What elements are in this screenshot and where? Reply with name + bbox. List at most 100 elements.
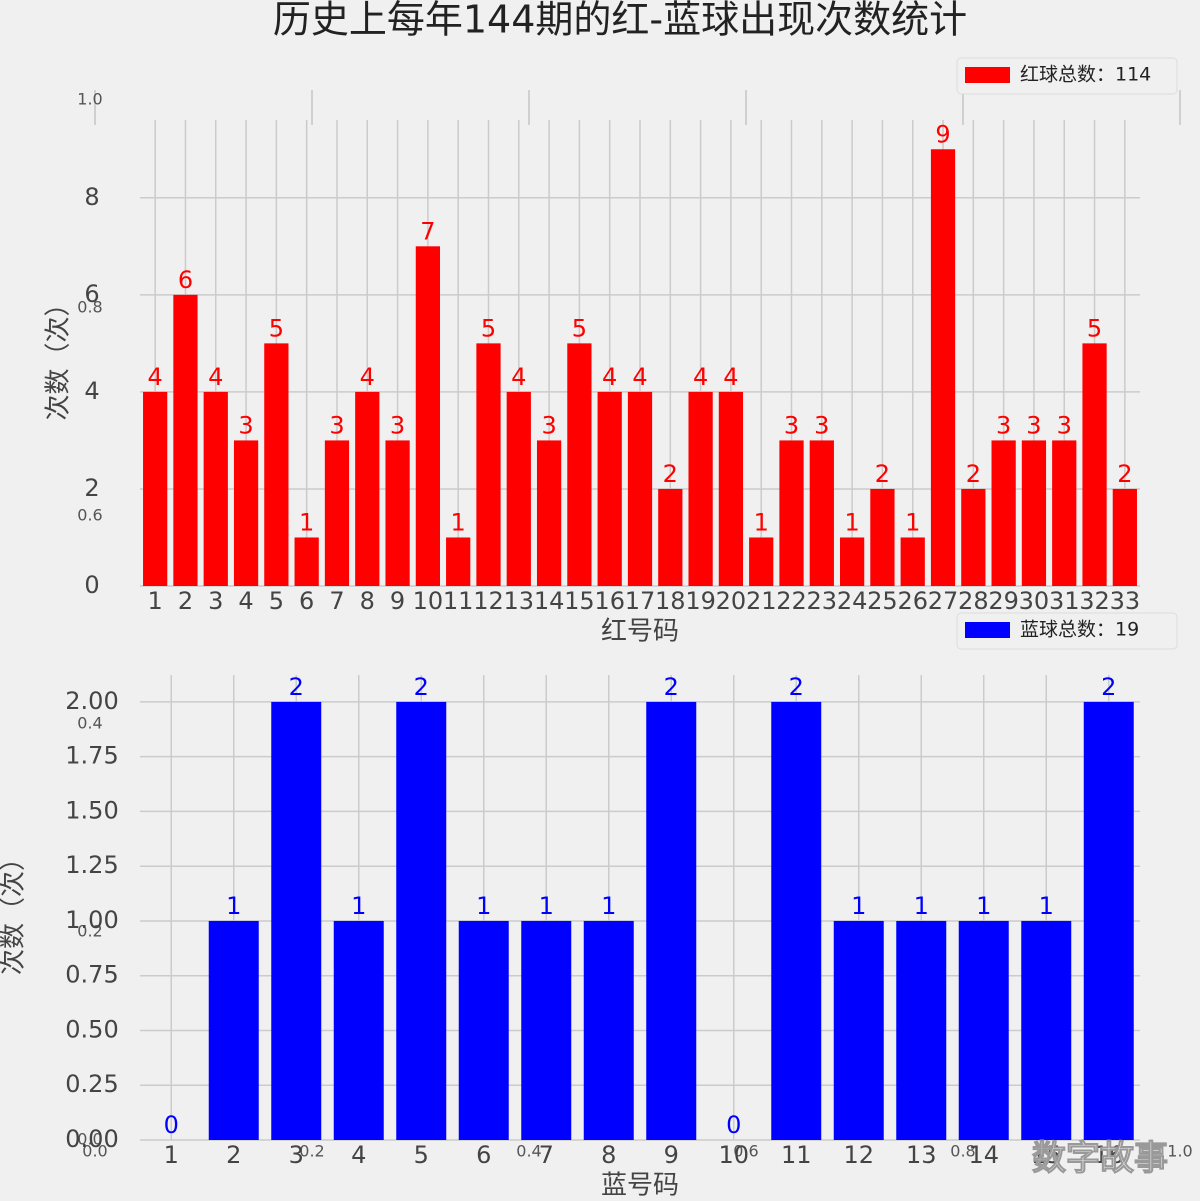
data-label: 5 bbox=[572, 314, 587, 342]
bar bbox=[958, 920, 1009, 1140]
data-label: 5 bbox=[481, 314, 496, 342]
data-label: 7 bbox=[420, 217, 435, 245]
bar bbox=[1112, 488, 1137, 586]
ghost-x-tick-label: 0.8 bbox=[950, 1142, 975, 1161]
bar bbox=[627, 391, 653, 586]
x-tick-label: 13 bbox=[504, 587, 535, 615]
bar bbox=[333, 920, 384, 1140]
x-tick-label: 5 bbox=[414, 1141, 429, 1169]
bar bbox=[930, 149, 956, 586]
legend-swatch bbox=[965, 67, 1010, 83]
x-tick-label: 9 bbox=[390, 587, 405, 615]
bar bbox=[1052, 440, 1077, 586]
data-label: 1 bbox=[451, 508, 466, 536]
y-tick-label: 0.50 bbox=[65, 1015, 118, 1043]
x-tick-label: 19 bbox=[685, 587, 716, 615]
bar bbox=[583, 920, 634, 1140]
x-tick-label: 30 bbox=[1019, 587, 1050, 615]
x-tick-label: 6 bbox=[299, 587, 314, 615]
x-tick-label: 10 bbox=[718, 1141, 749, 1169]
y-tick-label: 1.25 bbox=[65, 851, 118, 879]
bar bbox=[658, 488, 683, 586]
bar bbox=[355, 391, 380, 586]
x-tick-label: 29 bbox=[988, 587, 1019, 615]
data-label: 3 bbox=[238, 411, 253, 439]
y-tick-label: 2 bbox=[84, 474, 99, 502]
data-label: 2 bbox=[1101, 673, 1116, 701]
data-label: 1 bbox=[226, 892, 241, 920]
bar bbox=[1083, 701, 1134, 1140]
x-tick-label: 3 bbox=[208, 587, 223, 615]
data-label: 3 bbox=[814, 411, 829, 439]
bar bbox=[1082, 343, 1107, 586]
bar bbox=[396, 701, 447, 1140]
data-label: 2 bbox=[663, 460, 678, 488]
data-label: 1 bbox=[976, 892, 991, 920]
bar bbox=[271, 701, 322, 1140]
data-label: 2 bbox=[789, 673, 804, 701]
y-tick-label: 0 bbox=[84, 571, 99, 599]
y-tick-label: 0.25 bbox=[65, 1070, 118, 1098]
x-tick-label: 4 bbox=[351, 1141, 366, 1169]
bar bbox=[567, 343, 592, 586]
data-label: 2 bbox=[1117, 460, 1132, 488]
data-label: 0 bbox=[164, 1111, 179, 1139]
data-label: 4 bbox=[511, 363, 526, 391]
bar bbox=[446, 537, 471, 586]
data-label: 1 bbox=[844, 508, 859, 536]
x-tick-label: 15 bbox=[564, 587, 595, 615]
x-tick-label: 13 bbox=[906, 1141, 937, 1169]
x-tick-label: 32 bbox=[1079, 587, 1110, 615]
bar bbox=[833, 920, 884, 1140]
bar bbox=[476, 343, 501, 586]
x-tick-label: 16 bbox=[1093, 1141, 1124, 1169]
x-tick-label: 26 bbox=[897, 587, 928, 615]
bar bbox=[233, 440, 259, 586]
x-tick-label: 11 bbox=[781, 1141, 812, 1169]
data-label: 4 bbox=[632, 363, 647, 391]
bar bbox=[521, 920, 572, 1140]
data-label: 4 bbox=[602, 363, 617, 391]
data-label: 4 bbox=[723, 363, 738, 391]
legend-label: 蓝球总数：19 bbox=[1020, 619, 1139, 641]
bar bbox=[385, 440, 410, 586]
x-tick-label: 33 bbox=[1110, 587, 1141, 615]
data-label: 2 bbox=[289, 673, 304, 701]
bar bbox=[1021, 440, 1047, 586]
y-tick-label: 4 bbox=[84, 377, 99, 405]
data-label: 3 bbox=[1026, 411, 1041, 439]
data-label: 1 bbox=[351, 892, 366, 920]
x-tick-label: 23 bbox=[807, 587, 838, 615]
data-label: 2 bbox=[875, 460, 890, 488]
legend-box bbox=[956, 57, 1178, 95]
data-label: 2 bbox=[664, 673, 679, 701]
ghost-y-tick-label: 0.0 bbox=[77, 1130, 102, 1149]
data-label: 5 bbox=[1087, 314, 1102, 342]
x-tick-label: 27 bbox=[928, 587, 959, 615]
y-tick-label: 0.75 bbox=[65, 961, 118, 989]
data-label: 1 bbox=[539, 892, 554, 920]
bar bbox=[870, 488, 895, 586]
data-label: 1 bbox=[476, 892, 491, 920]
legend-swatch bbox=[965, 622, 1010, 638]
x-tick-label: 25 bbox=[867, 587, 898, 615]
x-tick-label: 31 bbox=[1049, 587, 1080, 615]
bar bbox=[896, 920, 947, 1140]
x-tick-label: 2 bbox=[178, 587, 193, 615]
data-label: 1 bbox=[299, 508, 314, 536]
bar bbox=[208, 920, 259, 1140]
ghost-y-tick-label: 0.2 bbox=[77, 922, 102, 941]
data-label: 1 bbox=[1039, 892, 1054, 920]
y-tick-label: 1.50 bbox=[65, 796, 118, 824]
data-label: 5 bbox=[269, 314, 284, 342]
data-label: 1 bbox=[905, 508, 920, 536]
x-tick-label: 14 bbox=[534, 587, 565, 615]
data-label: 3 bbox=[541, 411, 556, 439]
x-tick-label: 7 bbox=[329, 587, 344, 615]
x-tick-label: 4 bbox=[238, 587, 253, 615]
ghost-x-tick-label: 0.4 bbox=[516, 1142, 541, 1161]
bar bbox=[718, 391, 744, 586]
data-label: 4 bbox=[360, 363, 375, 391]
